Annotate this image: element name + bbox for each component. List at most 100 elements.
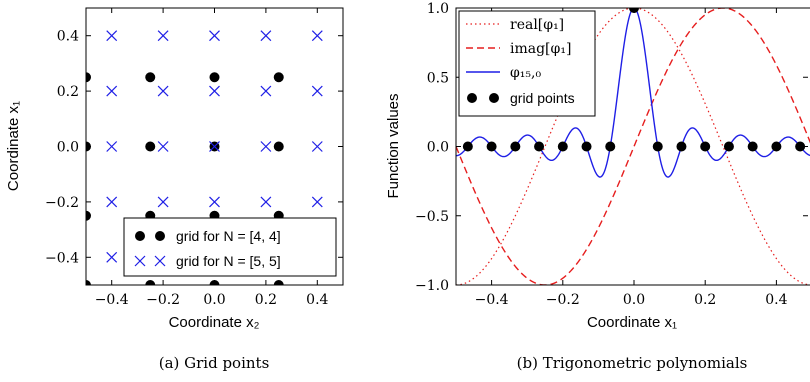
x-marker-stroke xyxy=(311,30,323,42)
panel-a-legend-frame xyxy=(123,217,337,277)
grid-point-n5 xyxy=(260,30,272,42)
x-marker-stroke xyxy=(209,196,220,208)
grid-point-n4 xyxy=(273,72,284,83)
grid-point-marker xyxy=(486,141,497,152)
grid-point-n5 xyxy=(311,85,323,97)
y-tick-label: −0.2 xyxy=(45,195,79,211)
grid-point-n5 xyxy=(106,251,118,263)
grid-point-n5 xyxy=(106,30,118,42)
y-tick-label: −1.0 xyxy=(415,278,449,294)
x-marker-stroke xyxy=(157,85,169,97)
panel-b-legend-frame xyxy=(458,10,596,117)
grid-point-n5 xyxy=(260,85,272,97)
x-marker-stroke xyxy=(260,30,272,42)
legend-b-real-label: real[φ₁] xyxy=(510,17,564,33)
grid-point-n5 xyxy=(311,30,323,42)
x-marker-stroke xyxy=(311,85,323,97)
grid-point-marker xyxy=(700,141,711,152)
grid-point-marker xyxy=(605,141,616,152)
series-real-line xyxy=(456,8,810,285)
panel-a-ticks: −0.4 −0.2 0.0 0.2 0.4 −0.4 −0.2 0.0 0.2 0.4 xyxy=(45,8,343,308)
grid-point-n4 xyxy=(273,141,284,152)
x-marker-stroke xyxy=(106,196,118,208)
y-tick-label: 0.0 xyxy=(427,140,449,156)
legend-b-gridpoint-marker xyxy=(489,93,499,103)
grid-point-n5 xyxy=(106,196,118,208)
y-tick-label: −0.5 xyxy=(415,209,449,225)
grid-point-marker xyxy=(747,141,758,152)
panel-a-caption: (a) Grid points xyxy=(159,354,270,372)
grid-point-n5 xyxy=(209,196,220,208)
grid-point-n5 xyxy=(209,85,220,97)
x-marker-stroke xyxy=(209,141,220,152)
x-marker-stroke xyxy=(209,30,220,42)
legend-a-circle-marker xyxy=(155,231,165,241)
legend-a-circle-marker xyxy=(135,231,145,241)
x-tick-label: 0.0 xyxy=(203,292,225,308)
grid-point-n5 xyxy=(157,141,169,152)
x-marker-stroke xyxy=(157,141,169,152)
x-marker-stroke xyxy=(157,30,169,42)
legend-a-label-n4: grid for N = [4, 4] xyxy=(176,228,281,244)
grid-point-marker xyxy=(510,141,521,152)
grid-point-n5 xyxy=(157,196,169,208)
x-marker-stroke xyxy=(260,85,272,97)
grid-point-marker xyxy=(676,141,687,152)
panel-a-xlabel: Coordinate x₂ xyxy=(169,314,260,331)
grid-point-n4 xyxy=(86,280,91,285)
x-marker-stroke xyxy=(209,85,220,97)
x-marker-stroke xyxy=(260,141,272,152)
legend-a-x-marker xyxy=(154,255,166,267)
x-tick-label: 0.0 xyxy=(623,292,645,308)
x-marker-stroke xyxy=(157,196,169,208)
x-tick-label: −0.4 xyxy=(475,292,509,308)
y-tick-label: 1.0 xyxy=(427,1,449,17)
grid-point-n4 xyxy=(86,72,91,83)
grid-point-n5 xyxy=(260,196,272,208)
legend-b-phi-label: φ₁₅,₀ xyxy=(510,65,541,81)
grid-point-n4 xyxy=(145,141,156,152)
y-tick-label: 0.2 xyxy=(57,84,79,100)
grid-point-n4 xyxy=(209,72,220,83)
grid-point-n4 xyxy=(86,210,91,221)
x-marker-stroke xyxy=(106,251,118,263)
x-marker-stroke xyxy=(260,196,272,208)
grid-point-n5 xyxy=(209,141,220,152)
x-tick-label: 0.2 xyxy=(255,292,277,308)
x-marker-stroke xyxy=(106,85,118,97)
x-tick-label: −0.2 xyxy=(146,292,180,308)
x-marker-stroke xyxy=(106,141,118,152)
panel-a-ylabel: Coordinate x₁ xyxy=(5,101,22,191)
x-tick-label: −0.4 xyxy=(95,292,129,308)
legend-b-gridpoint-label: grid points xyxy=(510,90,575,106)
x-marker-stroke xyxy=(311,196,323,208)
panel-a-legend: grid for N = [4, 4] grid for N = [5, 5] xyxy=(123,217,337,277)
y-tick-label: −0.4 xyxy=(45,250,79,266)
x-tick-label: 0.4 xyxy=(306,292,328,308)
series-imag-line xyxy=(456,8,810,285)
grid-point-n5 xyxy=(157,85,169,97)
legend-b-gridpoint-marker xyxy=(467,93,477,103)
grid-point-n5 xyxy=(209,30,220,42)
y-tick-label: 0.5 xyxy=(427,70,449,86)
panel-b-marks xyxy=(456,8,810,285)
legend-a-x-marker xyxy=(134,255,146,267)
legend-a-label-n5: grid for N = [5, 5] xyxy=(176,253,281,269)
grid-point-marker xyxy=(581,141,592,152)
panel-b-xlabel: Coordinate x₁ xyxy=(587,314,677,331)
legend-b-imag-label: imag[φ₁] xyxy=(510,41,571,57)
panel-a: −0.4 −0.2 0.0 0.2 0.4 −0.4 −0.2 0.0 0.2 0.4 Coord… xyxy=(5,7,344,372)
grid-point-marker xyxy=(723,141,734,152)
panel-b-legend: real[φ₁] imag[φ₁] φ₁₅,₀ grid points xyxy=(458,10,596,117)
y-tick-label: 0.0 xyxy=(57,140,79,156)
grid-point-n4 xyxy=(145,72,156,83)
grid-point-n5 xyxy=(106,85,118,97)
grid-point-marker xyxy=(534,141,545,152)
x-marker-stroke xyxy=(106,30,118,42)
y-tick-label: 0.4 xyxy=(57,29,79,45)
x-tick-label: 0.4 xyxy=(765,292,787,308)
grid-point-marker xyxy=(795,141,806,152)
grid-point-n5 xyxy=(157,30,169,42)
grid-point-marker xyxy=(771,141,782,152)
